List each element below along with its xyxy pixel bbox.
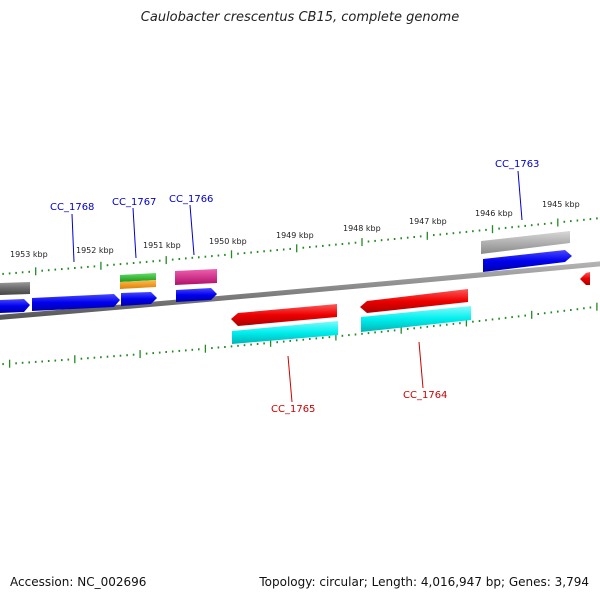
kbp-labels: 1953 kbp 1952 kbp 1951 kbp 1950 kbp 1949… (10, 200, 580, 259)
gene-cc1764-cyan[interactable] (361, 306, 471, 332)
gene-feature[interactable] (580, 272, 590, 285)
gene-cc1766-blue[interactable] (176, 288, 217, 302)
genome-summary-text: Topology: circular; Length: 4,016,947 bp… (259, 575, 589, 589)
kbp-label: 1953 kbp (10, 250, 48, 259)
gene-cc1767-green[interactable] (120, 273, 156, 282)
gene-cc1767-blue[interactable] (121, 292, 157, 306)
forward-genes (0, 231, 572, 313)
gene-cc1764-red[interactable] (360, 289, 468, 313)
gene-labels: CC_1768 CC_1767 CC_1766 CC_1763 CC_1765 … (50, 159, 539, 415)
upper-tick-track (2, 217, 598, 276)
kbp-label: 1951 kbp (143, 241, 181, 250)
gene-label-cc1763[interactable]: CC_1763 (495, 159, 539, 170)
gene-label-cc1768[interactable]: CC_1768 (50, 202, 94, 213)
gene-cc1766-magenta[interactable] (175, 269, 217, 285)
lower-tick-track (2, 302, 598, 368)
gene-label-cc1764[interactable]: CC_1764 (403, 390, 447, 401)
gene-label-cc1767[interactable]: CC_1767 (112, 197, 156, 208)
gene-cc1767-orange[interactable] (120, 280, 156, 289)
genome-backbone (0, 261, 600, 320)
kbp-label: 1949 kbp (276, 231, 314, 240)
gene-feature[interactable] (0, 299, 30, 313)
gene-cc1765-red[interactable] (231, 304, 337, 326)
gene-label-cc1765[interactable]: CC_1765 (271, 404, 315, 415)
reverse-genes (231, 272, 590, 344)
kbp-label: 1947 kbp (409, 217, 447, 226)
kbp-label: 1948 kbp (343, 224, 381, 233)
genome-title: Caulobacter crescentus CB15, complete ge… (140, 10, 460, 25)
gene-label-cc1766[interactable]: CC_1766 (169, 194, 213, 205)
gene-cc1765-cyan[interactable] (232, 321, 338, 344)
kbp-label: 1946 kbp (475, 209, 513, 218)
gene-cc1763-gray[interactable] (481, 231, 570, 254)
kbp-label: 1952 kbp (76, 246, 114, 255)
kbp-label: 1945 kbp (542, 200, 580, 209)
kbp-label: 1950 kbp (209, 237, 247, 246)
gene-feature[interactable] (0, 282, 30, 295)
gene-cc1763-blue[interactable] (483, 250, 572, 272)
leader-lines (71, 170, 523, 403)
gene-cc1768[interactable] (32, 294, 120, 311)
accession-text: Accession: NC_002696 (10, 575, 147, 589)
